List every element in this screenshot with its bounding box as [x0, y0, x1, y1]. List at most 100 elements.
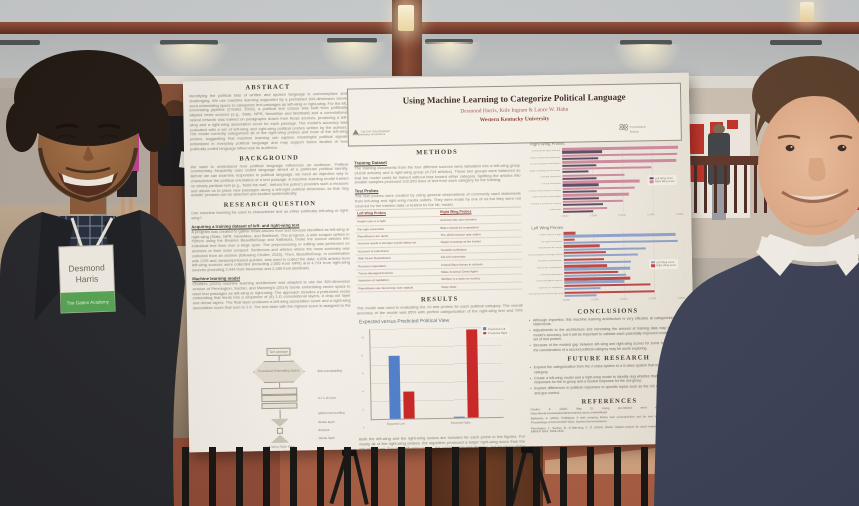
bar — [562, 177, 597, 180]
lanyard-strap — [94, 217, 114, 249]
table-header-cell: Right Wing Probes — [440, 209, 472, 215]
atom-swirl-icon — [619, 124, 629, 131]
probe-table: Left Wing Probes Right Wing Probes Health … — [355, 206, 523, 293]
bar-category-label: Biden should be impeached — [530, 156, 561, 160]
ceiling-vent — [620, 40, 672, 45]
y-tick-label: 0 — [362, 426, 365, 430]
y-tick-label: 10 — [361, 336, 365, 340]
chart-legend: Predicted Left Predicted Right — [480, 324, 510, 338]
hair-side — [754, 92, 762, 148]
vent-light-glow — [318, 42, 388, 74]
bar-category-label: Promote imperialism — [540, 273, 563, 276]
bar — [562, 170, 589, 174]
eye — [837, 144, 847, 152]
afro-hair-side — [6, 100, 38, 152]
y-tick-label: 8 — [361, 354, 364, 358]
abstract-body: Identifying the political bias of writte… — [189, 91, 348, 152]
bar-category-label: Critical Race theory in schools — [528, 189, 561, 193]
legend-swatch — [649, 180, 654, 184]
open-smile — [58, 172, 118, 196]
smile — [781, 188, 849, 203]
x-tick-label: 0.5000 — [619, 297, 628, 301]
chart-title: Expected versus Predicted Political View — [358, 317, 450, 326]
bar — [564, 289, 655, 294]
badge-green-band — [60, 291, 116, 313]
poster-title-banner: Using Machine Learning to Categorize Pol… — [346, 82, 682, 147]
legend-swatch — [483, 327, 487, 331]
red-block — [727, 120, 738, 129]
results-bar-chart: Expected versus Predicted Political View… — [357, 317, 511, 438]
bar-category-label: Make America Great Again — [532, 196, 561, 199]
hair-fringe — [756, 78, 859, 142]
bar — [562, 166, 652, 171]
bar-category-label: Trump damaged America — [535, 280, 563, 283]
bar — [562, 190, 597, 194]
psychological-science-logo: Psychological Science — [619, 122, 671, 135]
legend-entry: Predicted Right — [483, 331, 507, 335]
embedding-side-label: 300-d embedding — [317, 368, 343, 374]
badge-first-name: Desmond — [68, 262, 105, 273]
eyebrow — [97, 123, 121, 130]
lanyard-strap — [70, 217, 84, 249]
wood-trim-band — [0, 22, 859, 34]
conv-layer-rect — [261, 402, 298, 410]
x-tick-label: 0.0000 — [561, 214, 569, 218]
x-tick-label: 0.2500 — [591, 298, 599, 302]
bar — [562, 157, 599, 161]
research-question-body: Can machine learning be used to characte… — [191, 208, 350, 221]
bar-category-label: Accused of subversion — [537, 260, 563, 263]
bar-category-label: The 2020 election was stolen — [529, 163, 561, 166]
bar — [562, 196, 599, 200]
bar — [563, 238, 575, 241]
acquiring-body: A program was created to gather news art… — [191, 227, 351, 273]
badge-band-text: The Gatton Academy — [67, 299, 110, 305]
bar — [564, 283, 651, 288]
pooling-side-label: global max pooling — [318, 411, 345, 416]
bar-category-label: Illegal crossings at the border — [529, 169, 561, 173]
ceiling-vent — [160, 40, 218, 45]
bar — [562, 150, 602, 154]
bar — [564, 287, 601, 291]
afro-hair — [14, 50, 162, 146]
bar-category-label: Republicans are becoming more radical — [528, 293, 565, 296]
shirt-collar-wing — [826, 234, 859, 276]
upper-wall — [0, 0, 859, 24]
suit-lapel — [34, 212, 74, 322]
foreground-railing-balusters — [155, 447, 711, 506]
results-heading: RESULTS — [420, 295, 459, 304]
ceiling-vent — [0, 40, 40, 45]
ceiling-vent — [425, 39, 473, 44]
vent-light-glow — [150, 44, 230, 76]
bar-category-label: Injustices of capitalism — [538, 286, 563, 290]
test-probes-body: The test probes were created by using ge… — [354, 191, 521, 208]
sweater — [654, 254, 859, 506]
y-tick-label: 6 — [361, 372, 364, 376]
bar — [564, 293, 598, 297]
legend-swatch — [483, 332, 487, 335]
bar — [562, 186, 635, 190]
poster-left-column: ABSTRACT Identifying the political bias … — [189, 79, 353, 453]
x-tick-label: 0.0000 — [562, 298, 571, 302]
bar — [562, 163, 596, 167]
bar-category-label: Wall Street Republicans — [536, 266, 563, 270]
flow-connector — [279, 409, 281, 419]
right-person — [654, 56, 859, 506]
flow-embedding-hexagon: Pretrained Embedding Space — [253, 360, 305, 383]
flow-input-box: Text passage — [266, 347, 291, 357]
ml-model-body: Chollet's (2020) machine learning archit… — [192, 279, 351, 312]
background-heading: BACKGROUND — [239, 153, 300, 163]
research-question-heading: RESEARCH QUESTION — [223, 200, 317, 209]
bar-category-label: Health care is a right — [539, 233, 562, 237]
ceiling-vent — [770, 40, 822, 45]
eyebrow — [777, 134, 801, 140]
legend-swatch — [649, 177, 654, 180]
bar — [388, 355, 401, 419]
dense-layer-label: dense layer — [318, 435, 336, 441]
nose — [808, 158, 826, 182]
eye-glint — [842, 146, 845, 148]
eyebrow — [829, 134, 853, 140]
smiling-eye — [57, 134, 77, 140]
bar-category-label: America has open borders — [531, 149, 561, 153]
table-cell: Deep state — [441, 284, 457, 289]
